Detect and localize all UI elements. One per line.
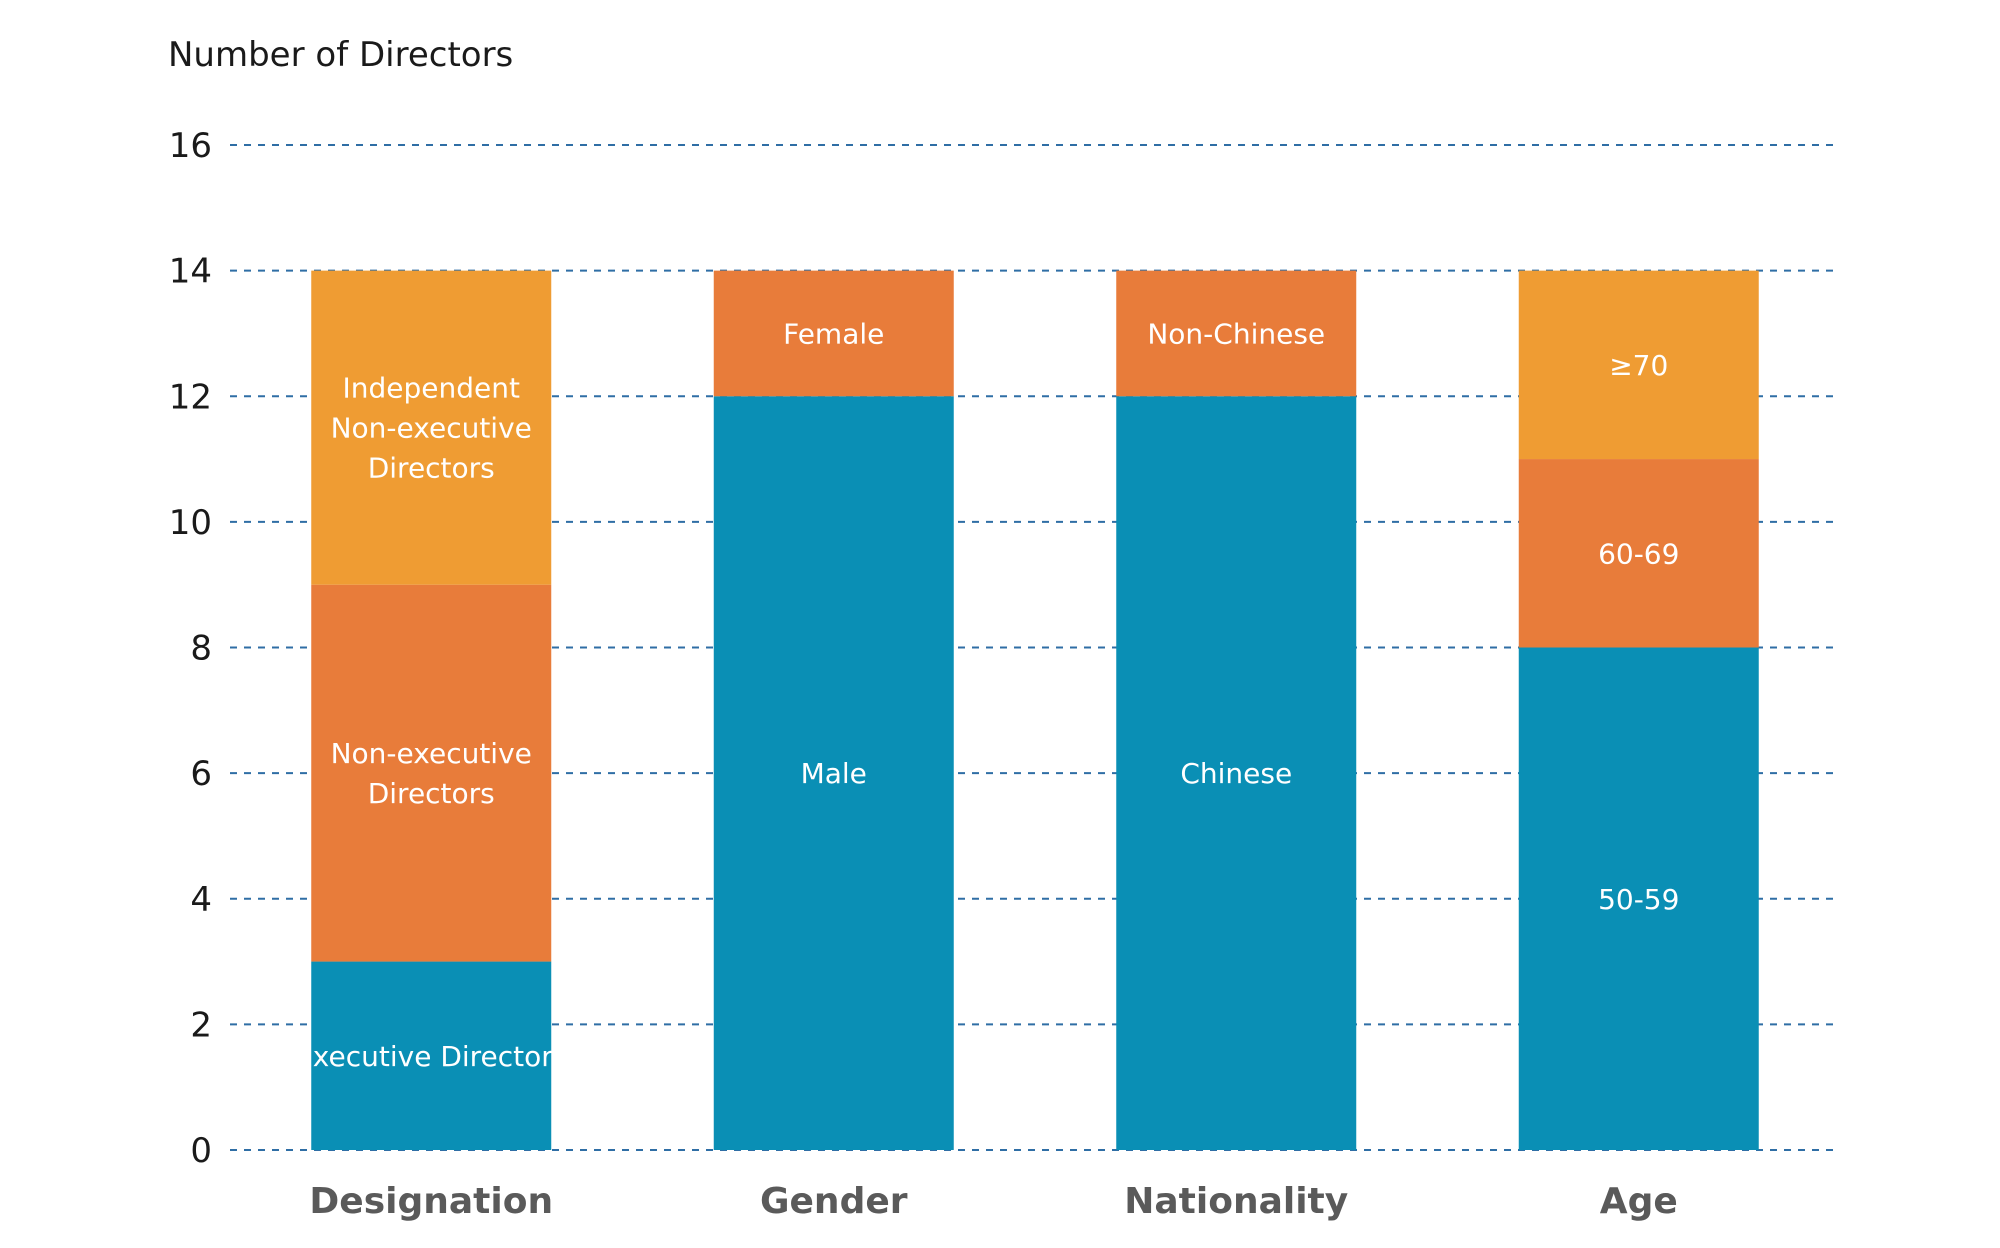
category-label-age: Age (1600, 1181, 1678, 1222)
y-tick-label: 16 (169, 126, 212, 166)
bar-stack-designation: Executive Directors Non-executive Director… (295, 270, 567, 1150)
y-tick-label: 10 (169, 503, 212, 543)
segment-label: Independent Non-executive Directors (331, 372, 532, 485)
bar-segment (1518, 459, 1759, 648)
bar-segment (1116, 270, 1357, 397)
bar-segment (311, 584, 552, 962)
segment-label: ≥70 (1609, 349, 1668, 382)
bar-segment (311, 270, 552, 585)
category-label-gender: Gender (760, 1181, 908, 1222)
segment-label: Non-Chinese (1147, 317, 1325, 350)
y-tick-label: 14 (169, 252, 212, 292)
segment-label: Non-executive Directors (331, 737, 532, 810)
y-tick-label: 6 (190, 754, 212, 794)
y-tick-label: 8 (190, 629, 212, 669)
y-tick-label: 12 (169, 377, 212, 417)
bar-segment (311, 961, 552, 1150)
bars: Executive Directors Non-executive Director… (295, 270, 1759, 1150)
bar-segment (1518, 270, 1759, 460)
segment-label: Chinese (1180, 757, 1292, 790)
segment-label: Male (801, 757, 867, 790)
segment-label: Executive Directors (295, 1040, 567, 1073)
bar-stack-nationality: Chinese Non-Chinese (1116, 270, 1357, 1150)
y-axis-ticks: 0 2 4 6 8 10 12 14 16 (169, 126, 212, 1171)
x-axis-categories: Designation Gender Nationality Age (309, 1181, 1677, 1222)
segment-label: 50-59 (1598, 883, 1679, 916)
bar-stack-gender: Male Female (713, 270, 954, 1150)
bar-segment (1116, 396, 1357, 1150)
y-axis-label: Number of Directors (168, 35, 513, 75)
y-tick-label: 4 (190, 880, 212, 920)
bar-segment (713, 270, 954, 397)
category-label-nationality: Nationality (1124, 1181, 1348, 1222)
segment-label: Female (783, 317, 884, 350)
bar-segment (713, 396, 954, 1150)
bar-segment (1518, 647, 1759, 1150)
y-tick-label: 0 (190, 1131, 212, 1171)
category-label-designation: Designation (309, 1181, 553, 1222)
segment-label: 60-69 (1598, 537, 1679, 570)
bar-stack-age: 50-59 60-69 ≥70 (1518, 270, 1759, 1150)
y-tick-label: 2 (190, 1005, 212, 1045)
